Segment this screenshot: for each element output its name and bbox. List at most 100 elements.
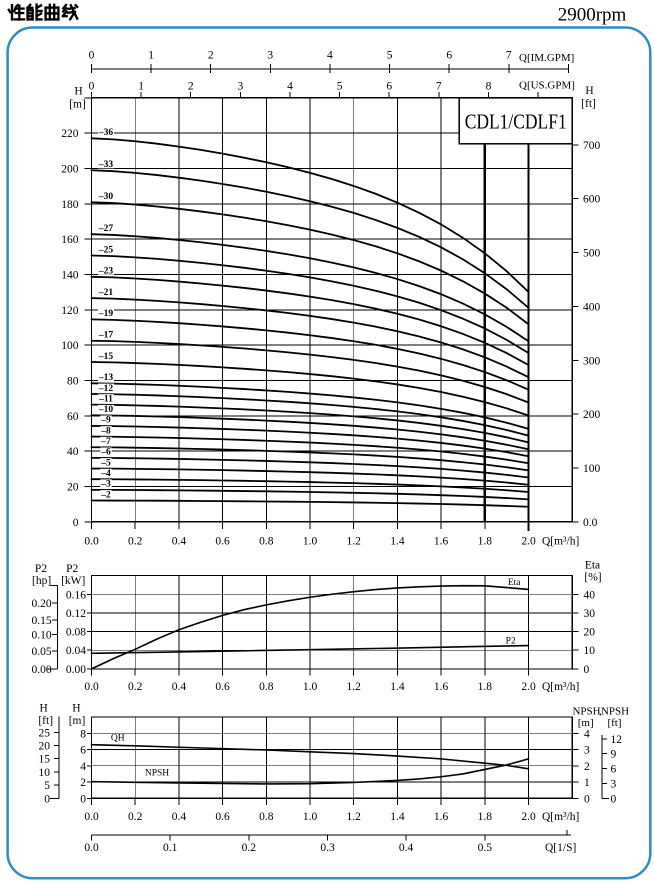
svg-text:–3: –3	[100, 480, 111, 490]
svg-text:[m]: [m]	[69, 715, 86, 727]
svg-text:0.2: 0.2	[128, 681, 143, 693]
svg-text:1.0: 1.0	[303, 811, 318, 823]
svg-text:160: 160	[61, 234, 79, 246]
svg-text:80: 80	[67, 376, 79, 388]
svg-text:[kW]: [kW]	[61, 575, 85, 587]
svg-text:1.0: 1.0	[303, 536, 318, 548]
svg-text:6: 6	[446, 50, 452, 62]
svg-text:4: 4	[287, 81, 293, 93]
svg-text:2.0: 2.0	[521, 536, 536, 548]
svg-text:H: H	[72, 703, 80, 715]
svg-text:3: 3	[584, 745, 590, 757]
svg-text:120: 120	[61, 305, 79, 317]
svg-text:6: 6	[80, 745, 86, 757]
svg-text:0.04: 0.04	[66, 645, 86, 657]
svg-text:4: 4	[584, 728, 590, 740]
svg-text:4: 4	[80, 761, 86, 773]
svg-text:[ft]: [ft]	[607, 717, 621, 729]
svg-text:0.5: 0.5	[478, 842, 493, 854]
svg-text:0.0: 0.0	[84, 681, 99, 693]
svg-text:P2: P2	[35, 563, 47, 575]
svg-text:7: 7	[506, 50, 512, 62]
svg-text:20: 20	[584, 627, 596, 639]
svg-text:0.16: 0.16	[66, 589, 86, 601]
svg-text:0: 0	[44, 793, 50, 805]
svg-text:Q[IM.GPM]: Q[IM.GPM]	[519, 52, 574, 64]
svg-text:CDL1/CDLF1: CDL1/CDLF1	[465, 110, 567, 134]
svg-text:1.0: 1.0	[303, 681, 318, 693]
svg-text:0: 0	[89, 81, 95, 93]
svg-text:0.12: 0.12	[66, 608, 86, 620]
svg-text:0.00: 0.00	[66, 664, 86, 676]
svg-text:0.0: 0.0	[84, 842, 99, 854]
svg-text:Q[m³/h]: Q[m³/h]	[542, 536, 579, 548]
svg-text:Q[m³/h]: Q[m³/h]	[542, 811, 579, 823]
svg-text:140: 140	[61, 270, 79, 282]
svg-text:–25: –25	[98, 245, 114, 255]
svg-text:1.8: 1.8	[478, 811, 493, 823]
svg-text:1.6: 1.6	[434, 536, 449, 548]
svg-text:Eta: Eta	[508, 578, 521, 588]
svg-text:1: 1	[148, 50, 154, 62]
svg-text:–7: –7	[100, 437, 111, 447]
svg-text:[%]: [%]	[584, 572, 601, 584]
svg-text:–2: –2	[100, 490, 111, 500]
svg-text:2: 2	[584, 761, 590, 773]
svg-text:0.4: 0.4	[172, 681, 187, 693]
svg-text:6: 6	[611, 764, 617, 776]
svg-text:8: 8	[80, 728, 86, 740]
svg-text:2.0: 2.0	[521, 811, 536, 823]
svg-text:Q[1/S]: Q[1/S]	[545, 842, 576, 854]
svg-text:0.4: 0.4	[172, 811, 187, 823]
svg-text:200: 200	[583, 409, 601, 421]
svg-text:–12: –12	[98, 384, 114, 394]
svg-text:Q[m³/h]: Q[m³/h]	[542, 681, 579, 693]
svg-text:12: 12	[611, 734, 623, 746]
svg-text:–15: –15	[98, 352, 114, 362]
svg-text:0.4: 0.4	[172, 536, 187, 548]
svg-text:1.4: 1.4	[390, 681, 405, 693]
svg-text:1.2: 1.2	[347, 536, 362, 548]
svg-text:0.2: 0.2	[242, 842, 257, 854]
svg-text:300: 300	[583, 355, 601, 367]
svg-text:–10: –10	[98, 405, 114, 415]
svg-text:7: 7	[436, 81, 442, 93]
svg-text:10: 10	[584, 645, 596, 657]
svg-text:2: 2	[208, 50, 214, 62]
svg-text:0: 0	[584, 793, 590, 805]
svg-text:600: 600	[583, 194, 601, 206]
svg-text:H: H	[585, 85, 593, 97]
svg-text:0: 0	[80, 793, 86, 805]
svg-text:4: 4	[327, 50, 333, 62]
svg-text:–21: –21	[98, 288, 114, 298]
svg-text:0: 0	[584, 664, 590, 676]
svg-text:220: 220	[61, 128, 79, 140]
svg-text:NPSH: NPSH	[572, 706, 600, 718]
svg-text:5: 5	[387, 50, 393, 62]
svg-text:0.1: 0.1	[163, 842, 178, 854]
svg-text:0.8: 0.8	[259, 681, 274, 693]
svg-text:20: 20	[67, 482, 79, 494]
svg-text:500: 500	[583, 248, 601, 260]
svg-text:0.20: 0.20	[31, 598, 51, 610]
svg-text:–11: –11	[98, 394, 113, 404]
svg-text:–36: –36	[98, 128, 114, 138]
svg-text:NPSH: NPSH	[145, 769, 169, 779]
svg-text:6: 6	[386, 81, 392, 93]
svg-text:100: 100	[61, 340, 79, 352]
svg-text:0: 0	[73, 517, 79, 529]
svg-text:[m]: [m]	[69, 99, 86, 111]
svg-text:–5: –5	[100, 458, 111, 468]
svg-text:0.15: 0.15	[31, 615, 51, 627]
svg-text:3: 3	[267, 50, 273, 62]
svg-text:0.3: 0.3	[320, 842, 335, 854]
svg-text:[ft]: [ft]	[38, 715, 53, 727]
svg-text:–6: –6	[100, 448, 111, 458]
svg-text:P2: P2	[66, 563, 78, 575]
svg-text:0.08: 0.08	[66, 627, 86, 639]
svg-text:[hp]: [hp]	[32, 575, 51, 587]
svg-text:400: 400	[583, 301, 601, 313]
svg-text:0.8: 0.8	[259, 811, 274, 823]
svg-text:–8: –8	[100, 426, 111, 436]
svg-text:60: 60	[67, 411, 79, 423]
